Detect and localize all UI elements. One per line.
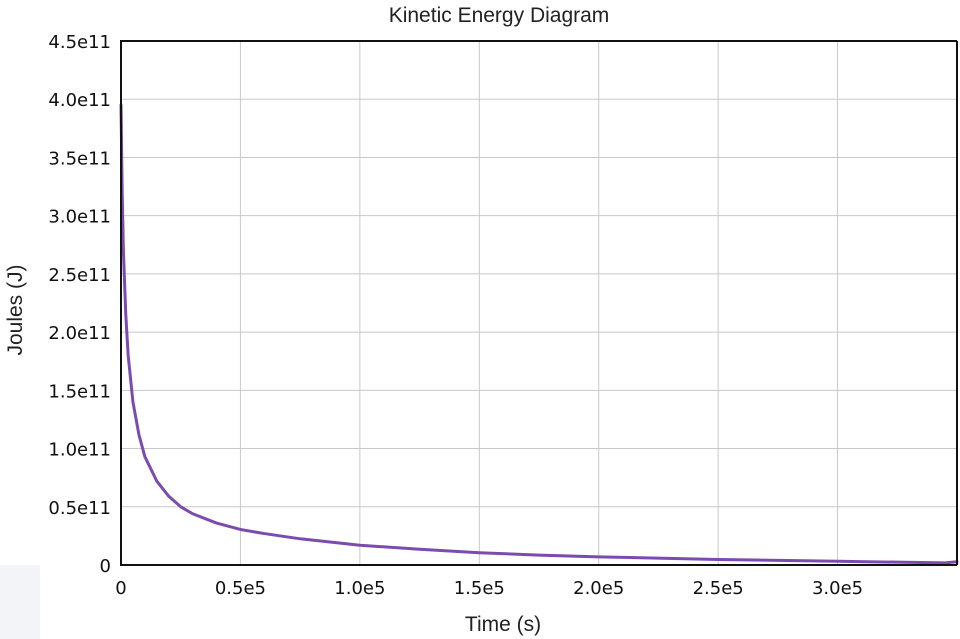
x-tick-label: 0.5e5	[215, 578, 266, 599]
x-tick-label: 2.0e5	[573, 578, 624, 599]
y-tick-label: 1.0e11	[48, 440, 111, 461]
y-tick-label: 3.0e11	[48, 207, 111, 228]
background-panel-left	[0, 0, 40, 565]
x-tick-label: 0	[115, 578, 126, 599]
tick-labels: 0 0.5e5 1.0e5 1.5e5 2.0e5 2.5e5 3.0e5 0 0.5e11 1.…	[48, 32, 863, 599]
y-tick-label: 0.5e11	[48, 498, 111, 519]
series-line-0	[119, 103, 959, 565]
chart-title: Kinetic Energy Diagram	[389, 4, 610, 27]
plot-frame	[120, 40, 958, 566]
x-axis-label: Time (s)	[465, 613, 541, 636]
x-tick-label: 1.0e5	[334, 578, 385, 599]
x-tick-label: 1.5e5	[454, 578, 505, 599]
y-tick-label: 3.5e11	[48, 148, 111, 169]
x-tick-label: 3.0e5	[812, 578, 863, 599]
y-tick-label: 2.5e11	[48, 265, 111, 286]
y-axis-label: Joules (J)	[4, 264, 27, 355]
y-tick-label: 1.5e11	[48, 381, 111, 402]
y-tick-label: 0	[100, 556, 111, 577]
grid-lines	[121, 41, 957, 565]
series-layer	[119, 103, 959, 565]
y-tick-label: 2.0e11	[48, 323, 111, 344]
y-tick-label: 4.0e11	[48, 90, 111, 111]
background-panel-bottom-left	[0, 565, 40, 639]
x-tick-label: 2.5e5	[693, 578, 744, 599]
y-tick-label: 4.5e11	[48, 32, 111, 53]
